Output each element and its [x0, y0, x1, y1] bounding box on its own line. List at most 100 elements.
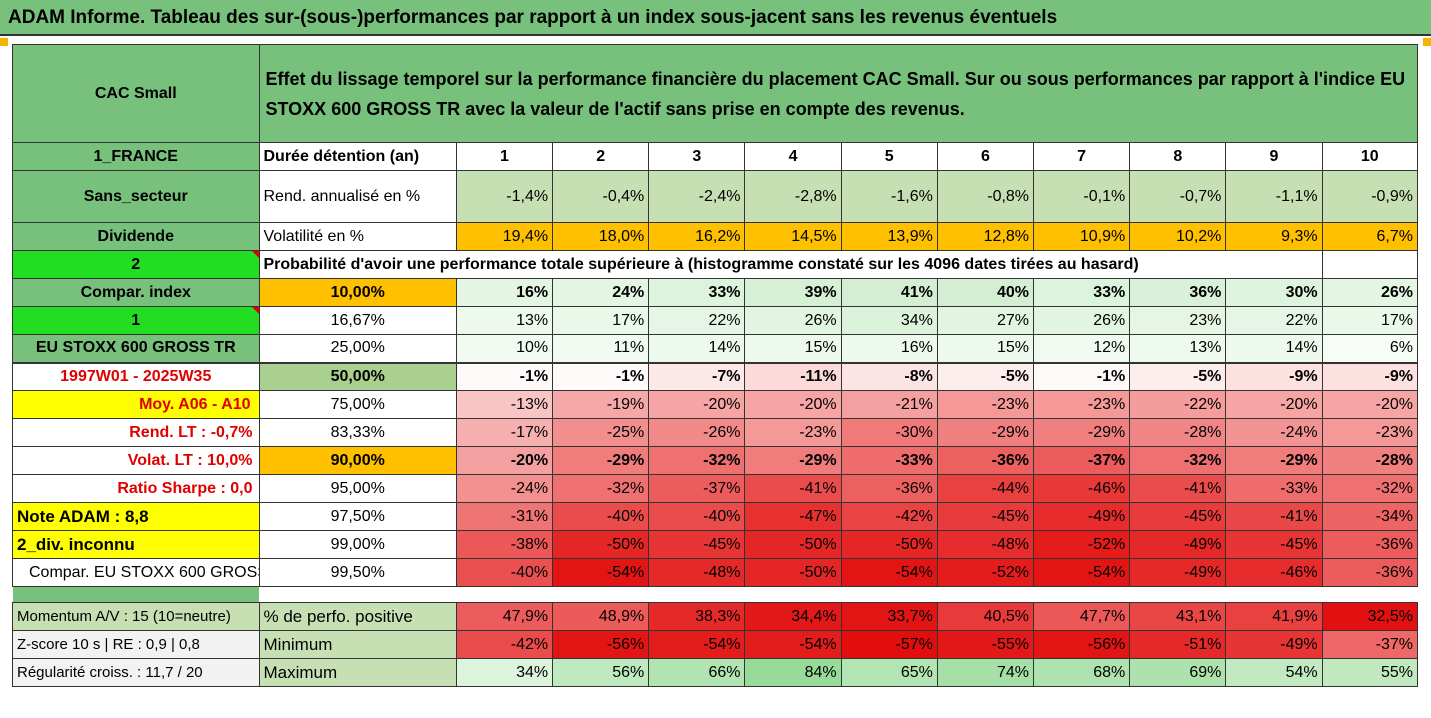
quantile-value: -31% [455, 502, 554, 531]
quantile-value: 27% [936, 306, 1035, 335]
quantile-value: -50% [840, 530, 938, 559]
quantile-value: -23% [1033, 390, 1131, 419]
quantile-value: -33% [840, 446, 938, 475]
quantile-value: -50% [552, 530, 650, 559]
quantile-value: -32% [648, 446, 746, 475]
quantile-value: -32% [1129, 446, 1227, 475]
footer-value: 68% [1033, 658, 1131, 687]
quantile-value: -13% [455, 390, 554, 419]
footer-label: Minimum [258, 630, 457, 659]
footer-value: 47,9% [455, 602, 554, 631]
quantile-value: -44% [936, 474, 1035, 503]
quantile-value: -41% [1129, 474, 1227, 503]
quantile-value: 11% [552, 334, 650, 363]
footer-value: 56% [552, 658, 650, 687]
regularity-label: Régularité croiss. : 11,7 / 20 [12, 658, 260, 687]
selector-2[interactable]: 2 [12, 250, 260, 279]
quantile-value: -42% [840, 502, 938, 531]
footer-value: 32,5% [1321, 602, 1419, 631]
quantile-value: 26% [744, 306, 842, 335]
footer-value: -42% [455, 630, 554, 659]
vol-value: 18,0% [552, 222, 650, 251]
quantile-value: -9% [1321, 361, 1419, 391]
quantile-value: 24% [552, 278, 650, 307]
quantile-value: -5% [936, 361, 1035, 391]
quantile-value: -49% [1129, 558, 1227, 587]
footer-value: 34,4% [744, 602, 842, 631]
year-header: 4 [744, 142, 842, 171]
description-line-2: STOXX 600 GROSS TR avec la valeur de l'a… [265, 98, 965, 119]
corner-marker-left [0, 38, 8, 46]
quantile-value: -28% [1129, 418, 1227, 447]
dividend-label: Dividende [12, 222, 260, 251]
compar-index-label: Compar. index [12, 278, 260, 307]
vol-value: 13,9% [840, 222, 938, 251]
quantile-value: 14% [1225, 334, 1323, 363]
footer-value: 74% [936, 658, 1035, 687]
quantile-value: -46% [1225, 558, 1323, 587]
selector-1[interactable]: 1 [12, 306, 260, 335]
year-header: 1 [455, 142, 554, 171]
quantile-label: 83,33% [258, 418, 457, 447]
quantile-row: 1997W01 - 2025W35 50,00% -1% -1% -7% -11… [12, 361, 1419, 391]
vol-value: 19,4% [455, 222, 554, 251]
vol-value: 6,7% [1321, 222, 1419, 251]
quantile-value: 39% [744, 278, 842, 307]
quantile-label: 25,00% [258, 334, 457, 363]
quantile-value: 30% [1225, 278, 1323, 307]
quantile-value: -23% [1321, 418, 1419, 447]
quantile-value: -29% [936, 418, 1035, 447]
quantile-value: -23% [936, 390, 1035, 419]
quantile-value: 15% [744, 334, 842, 363]
year-header: 6 [936, 142, 1035, 171]
quantile-value: 22% [1225, 306, 1323, 335]
rend-value: -0,8% [936, 170, 1035, 223]
quantile-row: 1 16,67% 13% 17% 22% 26% 34% 27% 26% 23%… [12, 306, 1419, 335]
quantile-value: -24% [1225, 418, 1323, 447]
sector-label: Sans_secteur [12, 170, 260, 223]
rend-value: -1,4% [455, 170, 554, 223]
quantile-label: 50,00% [258, 361, 457, 391]
rend-value: -1,1% [1225, 170, 1323, 223]
country-label: 1_FRANCE [12, 142, 260, 171]
quantile-value: -1% [455, 361, 554, 391]
quantile-value: -7% [648, 361, 746, 391]
footer-value: -56% [552, 630, 650, 659]
quantile-value: -40% [455, 558, 554, 587]
quantile-label: 99,50% [258, 558, 457, 587]
rend-value: -0,4% [552, 170, 650, 223]
quantile-label: 10,00% [258, 278, 457, 307]
quantile-value: -5% [1129, 361, 1227, 391]
quantile-value: -33% [1225, 474, 1323, 503]
footer-value: 41,9% [1225, 602, 1323, 631]
quantile-value: 16% [840, 334, 938, 363]
quantile-value: -26% [648, 418, 746, 447]
quantile-value: -20% [1321, 390, 1419, 419]
header-row: CAC Small Effet du lissage temporel sur … [12, 44, 1418, 143]
quantile-value: 15% [936, 334, 1035, 363]
footer-value: 40,5% [936, 602, 1035, 631]
quantile-value: -1% [552, 361, 650, 391]
rend-value: -2,4% [648, 170, 746, 223]
quantile-value: -45% [1225, 530, 1323, 559]
quantile-value: -20% [744, 390, 842, 419]
quantile-value: -45% [936, 502, 1035, 531]
quantile-value: -49% [1129, 530, 1227, 559]
footer-value: 84% [744, 658, 842, 687]
prob-label: Probabilité d'avoir une performance tota… [258, 250, 1226, 279]
description-line-1: Effet du lissage temporel sur la perform… [265, 68, 1406, 89]
performance-table: CAC Small Effet du lissage temporel sur … [12, 44, 1419, 687]
quantile-value: -52% [1033, 530, 1131, 559]
quantile-value: 22% [648, 306, 746, 335]
quantile-value: -17% [455, 418, 554, 447]
prob-row: 2 Probabilité d'avoir une performance to… [12, 250, 1419, 279]
quantile-value: 13% [1129, 334, 1227, 363]
rend-lt-label: Rend. LT : -0,7% [12, 418, 260, 447]
quantile-value: -37% [648, 474, 746, 503]
quantile-value: -48% [648, 558, 746, 587]
blank-cell [1225, 250, 1323, 279]
footer-value: 66% [648, 658, 746, 687]
footer-value: -54% [648, 630, 746, 659]
quantile-value: 33% [648, 278, 746, 307]
quantile-value: -21% [840, 390, 938, 419]
